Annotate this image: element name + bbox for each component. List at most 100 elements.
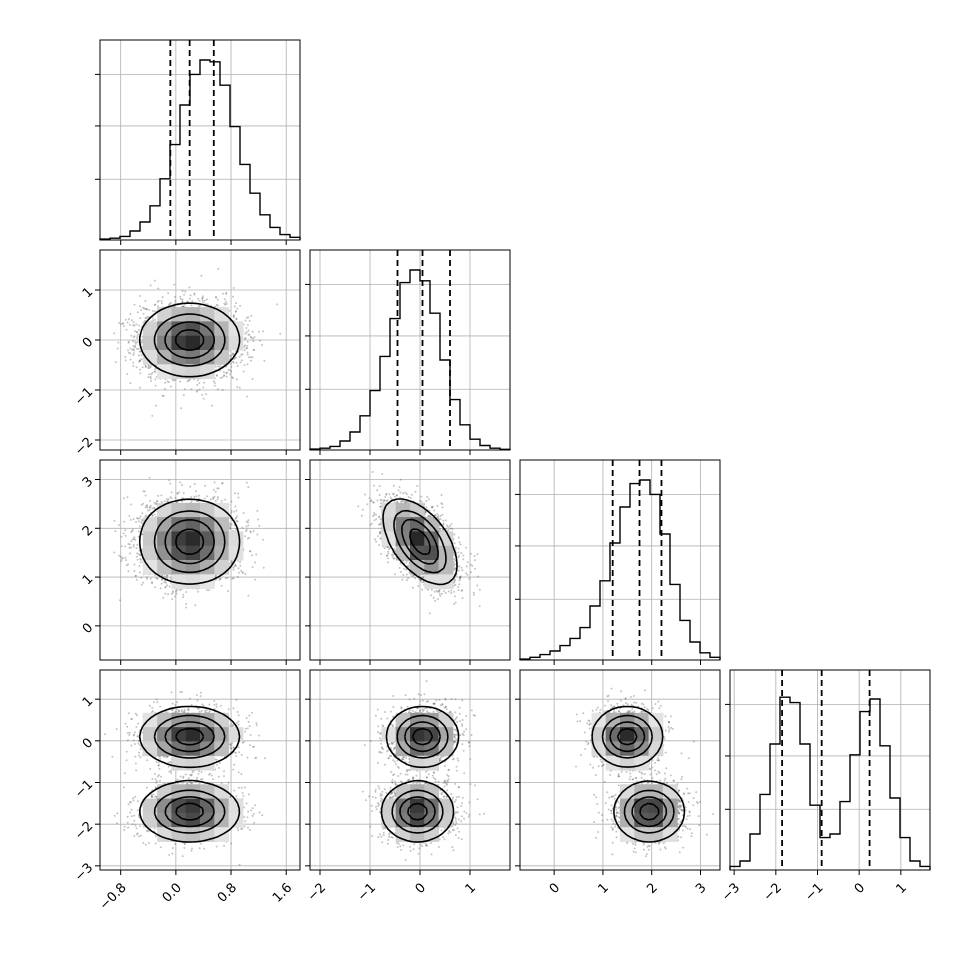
scatter-point xyxy=(197,305,200,308)
scatter-point xyxy=(212,380,215,383)
scatter-point xyxy=(255,553,258,556)
scatter-point xyxy=(171,598,174,601)
contour-line xyxy=(164,321,215,359)
scatter-point xyxy=(132,324,135,327)
scatter-point xyxy=(125,328,128,331)
scatter-point xyxy=(167,593,170,596)
scatter-point xyxy=(133,346,136,349)
scatter-point xyxy=(226,576,229,579)
scatter-point xyxy=(144,365,147,368)
panel-1-0: −2−101 xyxy=(72,249,301,459)
scatter-point xyxy=(261,344,263,346)
scatter-point xyxy=(116,347,119,350)
scatter-point xyxy=(129,552,132,555)
scatter-point xyxy=(246,344,249,347)
scatter-point xyxy=(236,307,239,310)
scatter-point xyxy=(142,312,145,315)
scatter-point xyxy=(235,378,238,381)
scatter-point xyxy=(132,345,135,348)
scatter-point xyxy=(253,349,255,352)
scatter-point xyxy=(136,347,138,350)
scatter-point xyxy=(235,356,238,359)
density-cell xyxy=(200,307,215,322)
scatter-point xyxy=(246,521,249,524)
scatter-point xyxy=(154,586,157,589)
scatter-point xyxy=(144,308,147,311)
scatter-point xyxy=(232,577,235,580)
scatter-point xyxy=(133,349,136,352)
scatter-point xyxy=(147,376,150,379)
scatter-point xyxy=(155,503,158,506)
scatter-point xyxy=(232,377,234,380)
scatter-point xyxy=(136,517,139,519)
scatter-point xyxy=(232,287,235,289)
scatter-point xyxy=(129,313,132,316)
scatter-point xyxy=(229,523,232,526)
scatter-point xyxy=(124,356,127,358)
scatter-point xyxy=(252,348,255,351)
scatter-point xyxy=(170,301,172,304)
scatter-point xyxy=(226,371,229,374)
scatter-point xyxy=(144,494,147,497)
scatter-point xyxy=(229,527,232,530)
scatter-point xyxy=(186,380,189,383)
scatter-point xyxy=(114,530,117,533)
scatter-point xyxy=(122,556,124,559)
scatter-point xyxy=(228,319,231,322)
scatter-point xyxy=(202,295,204,298)
scatter-point xyxy=(221,376,224,379)
scatter-point xyxy=(214,296,217,299)
scatter-point xyxy=(215,374,218,376)
scatter-point xyxy=(139,295,142,297)
scatter-point xyxy=(249,531,252,534)
scatter-point xyxy=(230,354,232,357)
scatter-point xyxy=(132,543,135,546)
scatter-point xyxy=(189,294,192,297)
scatter-point xyxy=(96,298,98,300)
scatter-point xyxy=(206,589,208,592)
scatter-point xyxy=(245,347,248,350)
scatter-point xyxy=(235,302,237,305)
scatter-point xyxy=(147,365,150,367)
scatter-point xyxy=(249,550,252,553)
contour-line xyxy=(175,329,205,351)
scatter-point xyxy=(198,494,201,497)
scatter-point xyxy=(179,298,182,300)
scatter-point xyxy=(154,502,157,505)
scatter-point xyxy=(149,284,152,287)
panel-0-0 xyxy=(95,39,301,245)
scatter-point xyxy=(173,379,176,382)
scatter-point xyxy=(235,516,238,519)
panel-frame xyxy=(99,39,301,241)
scatter-point xyxy=(121,557,124,560)
density-cell xyxy=(185,335,201,351)
scatter-point xyxy=(164,387,166,390)
scatter-point xyxy=(138,350,141,353)
scatter-point xyxy=(216,388,219,391)
scatter-point xyxy=(138,360,140,363)
scatter-point xyxy=(254,561,257,564)
scatter-point xyxy=(245,528,248,531)
scatter-point xyxy=(161,578,164,581)
scatter-point xyxy=(222,375,225,378)
scatter-point xyxy=(225,375,228,378)
panel-frame xyxy=(309,249,511,451)
scatter-point xyxy=(138,329,140,331)
scatter-point xyxy=(214,500,217,503)
scatter-point xyxy=(225,372,228,374)
scatter-point xyxy=(128,318,130,320)
scatter-point xyxy=(242,512,245,515)
scatter-point xyxy=(130,334,133,337)
scatter-point xyxy=(135,555,138,558)
scatter-point xyxy=(237,571,240,574)
scatter-point xyxy=(131,340,134,342)
scatter-point xyxy=(146,308,148,311)
scatter-point xyxy=(188,379,190,382)
scatter-point xyxy=(124,318,127,321)
scatter-point xyxy=(130,540,133,543)
scatter-point xyxy=(134,344,137,347)
panel-content xyxy=(113,476,265,609)
scatter-point xyxy=(182,596,185,599)
scatter-point xyxy=(247,316,250,319)
